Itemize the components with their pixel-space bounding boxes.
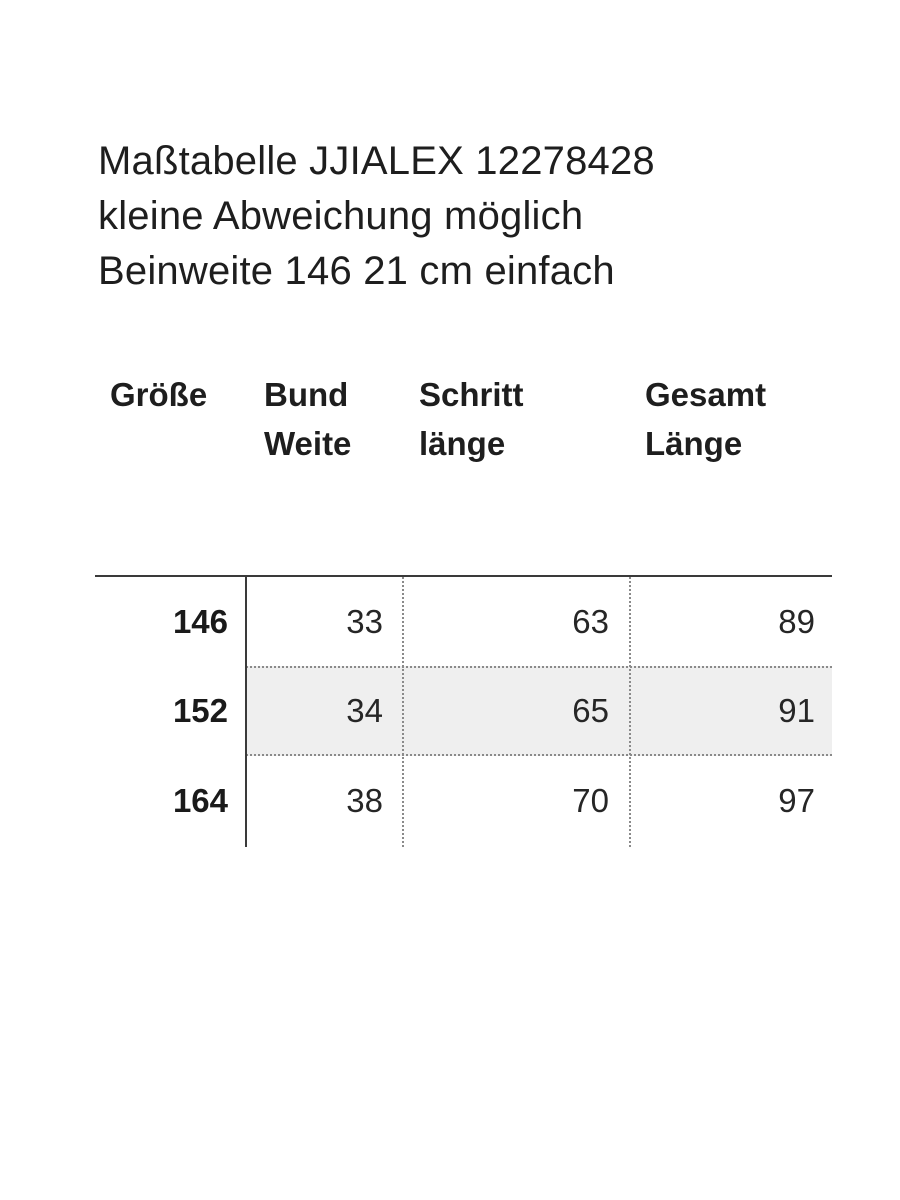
cell-inseam: 70 <box>572 782 609 819</box>
header-inseam-line-2: länge <box>419 425 506 462</box>
row-divider-bottom <box>246 754 832 756</box>
row-divider-top <box>246 666 832 668</box>
title-line-2: kleine Abweichung möglich <box>98 194 584 238</box>
header-inseam-line-1: Schritt <box>419 376 524 413</box>
cell-total: 89 <box>778 603 815 640</box>
table-size-divider <box>245 577 247 847</box>
cell-waist: 38 <box>346 782 383 819</box>
cell-size: 152 <box>172 692 228 729</box>
cell-total: 97 <box>778 782 815 819</box>
cell-waist: 34 <box>346 692 383 729</box>
table-top-rule <box>95 575 832 577</box>
header-waist: Bund Weite <box>264 370 351 468</box>
cell-waist: 33 <box>346 603 383 640</box>
header-size: Größe <box>110 370 207 419</box>
table-row-152: 152 34 65 91 <box>95 666 832 756</box>
header-total: Gesamt Länge <box>645 370 766 468</box>
header-inseam: Schritt länge <box>419 370 524 468</box>
row-shade <box>246 666 832 756</box>
cell-size: 164 <box>172 782 228 819</box>
header-waist-line-1: Bund <box>264 376 349 413</box>
table-row-164: 164 38 70 97 <box>95 756 832 846</box>
table-column-divider <box>402 577 404 847</box>
table-column-divider <box>629 577 631 847</box>
cell-size: 146 <box>172 603 228 640</box>
cell-inseam: 63 <box>572 603 609 640</box>
header-total-line-1: Gesamt <box>645 376 767 413</box>
title-block: Maßtabelle JJIALEX 12278428 kleine Abwei… <box>98 134 878 299</box>
title-line-1: Maßtabelle JJIALEX 12278428 <box>98 139 655 183</box>
cell-total: 91 <box>778 692 815 729</box>
title-line-3: Beinweite 146 21 cm einfach <box>98 249 615 293</box>
header-size-line-1: Größe <box>110 376 208 413</box>
size-table: 146 33 63 89 152 34 65 91 164 38 70 97 <box>95 575 832 847</box>
header-total-line-2: Länge <box>645 425 743 462</box>
cell-inseam: 65 <box>572 692 609 729</box>
table-row-146: 146 33 63 89 <box>95 577 832 667</box>
header-waist-line-2: Weite <box>264 425 352 462</box>
